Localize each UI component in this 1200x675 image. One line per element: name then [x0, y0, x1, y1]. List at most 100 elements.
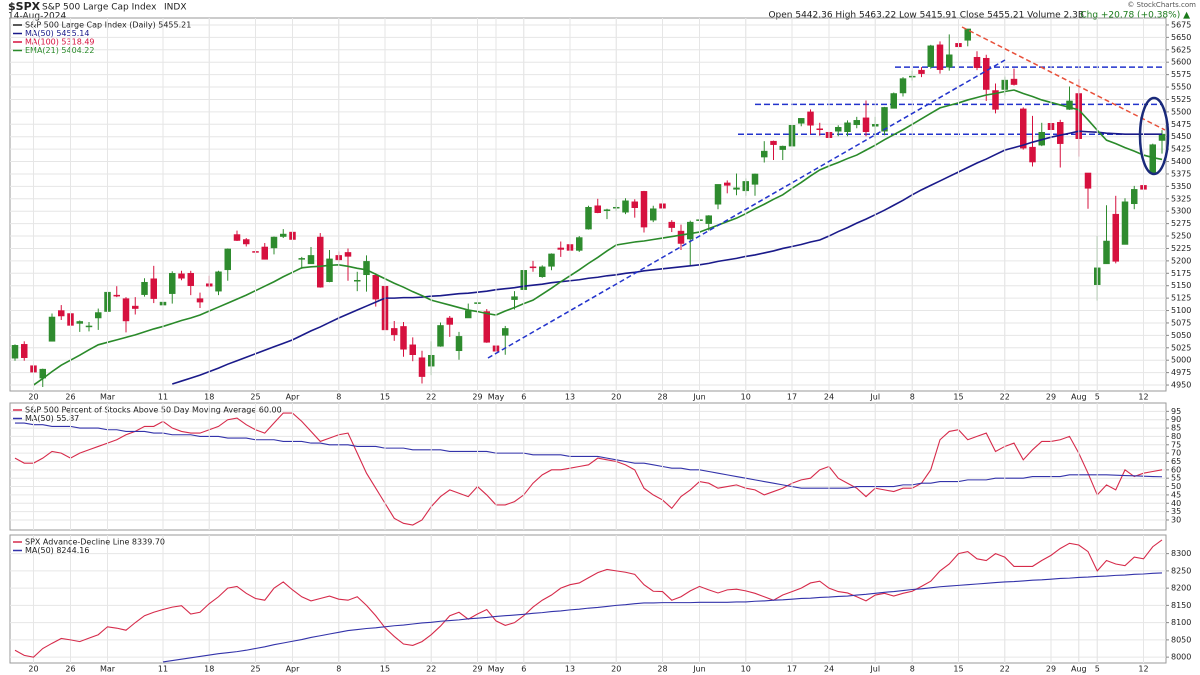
highlight-ellipse: [1138, 96, 1170, 176]
candle-body: [992, 90, 999, 110]
x-tick-label: 8: [910, 393, 915, 402]
x-tick-label: 29: [472, 665, 482, 674]
x-tick-label: 24: [824, 665, 834, 674]
candle-body: [622, 200, 629, 213]
candle-body: [483, 311, 490, 343]
y-tick-label: 8250: [1171, 566, 1191, 575]
y-tick-label: 5325: [1171, 194, 1191, 203]
candle-body: [502, 328, 509, 336]
x-tick-label: Mar: [100, 393, 116, 402]
line: [15, 422, 1163, 489]
candle-body: [576, 237, 583, 251]
x-tick-label: 15: [380, 665, 390, 674]
x-tick-label: 10: [741, 393, 751, 402]
credit: © StockCharts.com: [1127, 1, 1196, 9]
x-tick-label: Apr: [286, 665, 301, 674]
line: [172, 130, 1163, 385]
x-tick-label: 20: [28, 393, 38, 402]
y-tick-label: 5000: [1171, 356, 1191, 365]
candle-body: [529, 266, 537, 269]
y-tick-label: 60: [1171, 465, 1181, 474]
x-tick-label: 15: [953, 665, 963, 674]
candle-body: [585, 206, 592, 230]
x-tick-label: Mar: [100, 665, 116, 674]
y-tick-label: 65: [1171, 457, 1181, 466]
candle-body: [779, 145, 786, 150]
y-tick-label: 5125: [1171, 294, 1191, 303]
candle-body: [650, 208, 657, 221]
trendline-up: [487, 59, 1006, 359]
candle-body: [1103, 240, 1110, 265]
x-tick-label: 17: [787, 393, 797, 402]
candle-body: [169, 273, 176, 294]
candle-body: [113, 294, 120, 297]
line: [162, 572, 1163, 663]
x-tick-label: 17: [787, 665, 797, 674]
candle-body: [1057, 122, 1064, 144]
candle-body: [594, 205, 601, 213]
candle-body: [224, 248, 231, 271]
x-tick-label: 13: [565, 393, 575, 402]
y-tick-label: 90: [1171, 415, 1181, 424]
x-tick-label: 12: [1138, 665, 1148, 674]
candle-body: [853, 120, 860, 126]
candle-body: [1029, 146, 1036, 163]
plots: 4950497550005025505050755100512551505175…: [9, 17, 1191, 674]
y-tick-label: 95: [1171, 407, 1181, 416]
legend-label: SPX Advance-Decline Line 8339.70: [25, 538, 165, 547]
candle-body: [1010, 78, 1018, 85]
x-tick-label: 8: [910, 665, 915, 674]
x-tick-label: 28: [657, 665, 667, 674]
x-tick-label: 20: [28, 665, 38, 674]
candle-body: [437, 325, 444, 347]
x-tick-label: 8: [336, 393, 341, 402]
candle-body: [76, 321, 83, 324]
y-tick-label: 70: [1171, 449, 1181, 458]
candle-body: [1149, 144, 1156, 174]
line: [14, 539, 1163, 658]
candle-body: [511, 296, 518, 300]
candle-body: [936, 44, 944, 70]
candle-body: [317, 236, 324, 288]
exchange: INDX: [164, 3, 186, 13]
candle-body: [539, 266, 546, 278]
candle-body: [677, 230, 685, 244]
x-tick-label: 18: [204, 665, 214, 674]
y-tick-label: 5275: [1171, 219, 1191, 228]
x-tick-label: Jul: [869, 393, 880, 402]
candle-body: [816, 128, 823, 131]
candle-body: [11, 345, 19, 359]
x-tick-label: May: [488, 393, 505, 402]
x-tick-label: 6: [521, 665, 526, 674]
y-tick-label: 5350: [1171, 182, 1191, 191]
candle-body: [1158, 133, 1166, 141]
candle-body: [187, 273, 194, 286]
y-tick-label: 5200: [1171, 256, 1191, 265]
candle-body: [95, 312, 102, 319]
candle-body: [48, 316, 56, 342]
candle-body: [751, 173, 759, 185]
candle-body: [724, 182, 731, 186]
x-tick-label: 20: [611, 665, 621, 674]
x-tick-label: 20: [611, 393, 621, 402]
y-tick-label: 5525: [1171, 95, 1191, 104]
y-tick-label: 5450: [1171, 132, 1191, 141]
y-tick-label: 8300: [1171, 549, 1191, 558]
x-tick-label: 22: [426, 393, 436, 402]
y-tick-label: 5250: [1171, 232, 1191, 241]
date: 14-Aug-2024: [8, 12, 67, 22]
line: [33, 89, 1163, 386]
y-tick-label: 8050: [1171, 635, 1191, 644]
candle-body: [85, 325, 93, 328]
y-tick-label: 5500: [1171, 107, 1191, 116]
candle-body: [640, 191, 648, 228]
candle-body: [687, 221, 694, 240]
y-tick-label: 5175: [1171, 269, 1191, 278]
y-tick-label: 5075: [1171, 318, 1191, 327]
y-tick-label: 8000: [1171, 653, 1191, 662]
x-tick-label: 15: [953, 393, 963, 402]
legend-label: S&P 500 Large Cap Index (Daily) 5455.21: [25, 21, 191, 30]
